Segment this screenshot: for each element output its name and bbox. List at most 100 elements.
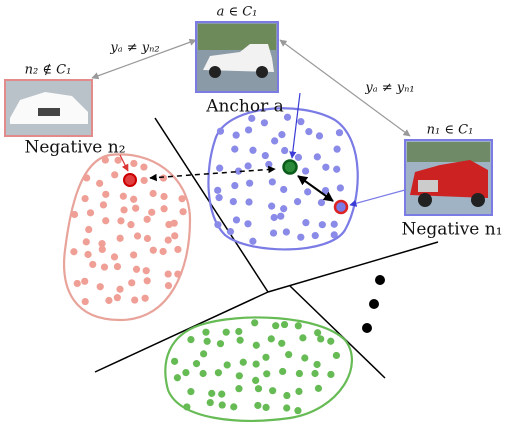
sample-dot: [333, 146, 340, 153]
sample-dot: [102, 191, 109, 198]
sample-dot: [116, 286, 123, 293]
sample-dot: [233, 216, 240, 223]
sample-dot: [294, 407, 301, 414]
anchor-image: [196, 22, 278, 92]
sample-dot: [295, 322, 302, 329]
sample-dot: [100, 201, 107, 208]
sample-dot: [337, 184, 344, 191]
sample-dot: [150, 190, 157, 197]
sample-dot: [131, 296, 138, 303]
sample-dot: [200, 370, 207, 377]
sample-dot: [297, 118, 304, 125]
sample-dot: [132, 205, 139, 212]
sample-dot: [81, 195, 88, 202]
pointer: [292, 93, 300, 158]
sample-dot: [252, 377, 259, 384]
sample-dot: [83, 238, 90, 245]
sample-dot: [262, 152, 269, 159]
sample-dot: [174, 246, 181, 253]
sample-dot: [85, 226, 92, 233]
sample-dot: [150, 247, 157, 254]
sample-dot: [84, 251, 91, 258]
samples: [70, 114, 344, 415]
sample-dot: [140, 163, 147, 170]
sample-dot: [171, 232, 178, 239]
sample-dot: [171, 220, 178, 227]
sample-dot: [278, 131, 285, 138]
sample-dot: [144, 235, 151, 242]
sample-dot: [165, 270, 172, 277]
sample-dot: [254, 402, 261, 409]
sample-dot: [219, 401, 226, 408]
sample-dot: [295, 388, 302, 395]
diagram: a ∈ C₁ Anchor a n₂ ∉ C₁ Negative n₂ n₁ ∈…: [0, 0, 512, 440]
sample-dot: [144, 277, 151, 284]
sample-dot: [204, 338, 211, 345]
sample-dot: [70, 248, 77, 255]
sample-dot: [215, 194, 222, 201]
sample-dot: [316, 132, 323, 139]
sample-dot: [283, 404, 290, 411]
sample-dot: [227, 228, 234, 235]
sample-dot: [165, 236, 172, 243]
sample-dot: [268, 203, 275, 210]
pointer: [350, 190, 405, 205]
sample-dot: [187, 336, 194, 343]
sample-dot: [218, 391, 225, 398]
sample-dot: [193, 360, 200, 367]
sample-dot: [96, 180, 103, 187]
sample-dot: [272, 322, 279, 329]
sample-dot: [160, 193, 167, 200]
sample-dot: [262, 354, 269, 361]
sample-dot: [183, 403, 190, 410]
sample-dot: [174, 374, 181, 381]
anchor-sample: [284, 161, 297, 174]
sample-dot: [279, 368, 286, 375]
sample-dot: [105, 297, 112, 304]
sample-dot: [117, 235, 124, 242]
sample-dot: [265, 161, 272, 168]
sample-dot: [312, 232, 319, 239]
sample-dot: [314, 329, 321, 336]
sample-dot: [295, 154, 302, 161]
sample-dot: [208, 390, 215, 397]
sample-dot: [148, 209, 155, 216]
sample-dot: [216, 165, 223, 172]
sample-dot: [277, 213, 284, 220]
sample-dot: [71, 211, 78, 218]
caption: Negative n₂: [24, 138, 125, 158]
sample-dot: [117, 217, 124, 224]
sample-dot: [302, 219, 309, 226]
sample-dot: [246, 180, 253, 187]
sample-dot: [142, 295, 149, 302]
sample-dot: [143, 267, 150, 274]
negative-1-sample: [335, 201, 347, 213]
sample-dot: [302, 167, 309, 174]
sample-dot: [174, 270, 181, 277]
sample-dot: [130, 160, 137, 167]
sample-dot: [294, 198, 301, 205]
sample-dot: [161, 205, 168, 212]
sample-dot: [249, 238, 256, 245]
sample-dot: [284, 114, 291, 121]
ellipsis: [362, 275, 385, 333]
negative-1-image: [405, 140, 492, 215]
sample-dot: [333, 166, 340, 173]
sample-dot: [240, 359, 247, 366]
sample-dot: [178, 195, 185, 202]
sample-dot: [182, 369, 189, 376]
sample-dot: [233, 132, 240, 139]
negative-2-image: [5, 80, 92, 136]
sample-dot: [120, 206, 127, 213]
sample-dot: [327, 338, 334, 345]
sample-dot: [130, 196, 137, 203]
sample-dot: [280, 186, 287, 193]
sample-dot: [102, 217, 109, 224]
sample-dot: [305, 128, 312, 135]
caption: Negative n₁: [401, 220, 502, 240]
sample-dot: [179, 208, 186, 215]
sample-dot: [133, 266, 140, 273]
sample-dot: [120, 193, 127, 200]
sample-dot: [235, 328, 242, 335]
sample-dot: [301, 354, 308, 361]
